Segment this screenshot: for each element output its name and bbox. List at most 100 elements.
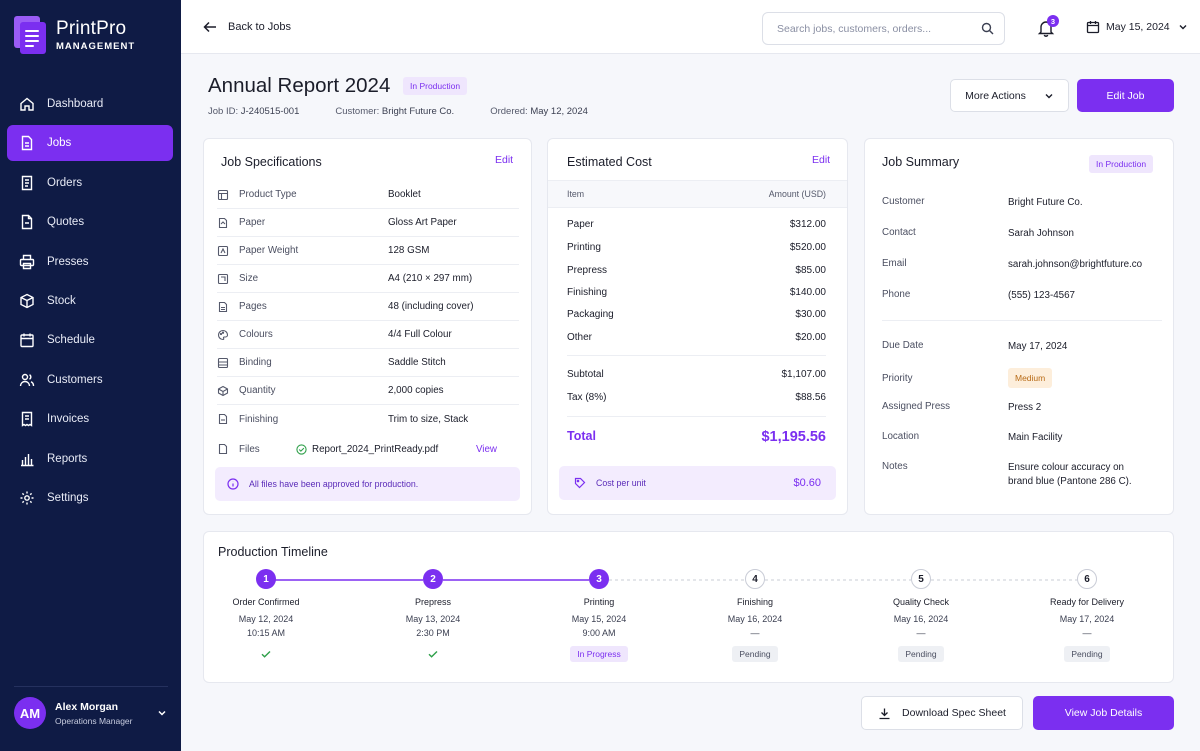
step-name: Printing [583, 597, 615, 607]
status-badge: In Production [403, 77, 468, 95]
user-role: Operations Manager [55, 715, 133, 726]
timeline-step: 3 Printing May 15, 2024 9:00 AM In Progr… [529, 569, 669, 662]
step-number: 4 [745, 569, 765, 589]
edit-cost-link[interactable]: Edit [812, 154, 831, 166]
pages-icon [218, 301, 228, 312]
sidebar-item-presses[interactable]: Presses [7, 244, 173, 280]
date-picker[interactable]: May 15, 2024 [1086, 20, 1188, 34]
more-actions-label: More Actions [965, 89, 1026, 102]
document-icon [21, 136, 33, 151]
more-actions-button[interactable]: More Actions [950, 79, 1069, 112]
printpro-logo-icon [14, 16, 46, 54]
step-number: 3 [589, 569, 609, 589]
step-date: May 15, 2024 [571, 614, 627, 624]
sidebar-item-schedule[interactable]: Schedule [7, 322, 173, 358]
summary-value: (555) 123-4567 [1008, 290, 1075, 301]
spec-value: Gloss Art Paper [388, 217, 457, 228]
finishing-icon [218, 413, 228, 425]
download-spec-sheet-button[interactable]: Download Spec Sheet [861, 696, 1023, 730]
notice-text: All files have been approved for product… [249, 479, 419, 489]
cost-amount: $85.00 [795, 265, 826, 276]
sidebar-item-stock[interactable]: Stock [7, 283, 173, 319]
sidebar-item-reports[interactable]: Reports [7, 441, 173, 477]
spec-label: Finishing [239, 413, 279, 425]
step-name: Order Confirmed [232, 597, 300, 607]
step-time: 10:15 AM [246, 628, 286, 638]
summary-value: Press 2 [1008, 402, 1042, 413]
cost-item: Other [567, 332, 593, 343]
customer-name: Bright Future Co. [381, 106, 455, 117]
job-specifications-card: Job Specifications Edit Product Type Boo… [203, 138, 532, 515]
cost-item: Finishing [567, 287, 608, 298]
sidebar-item-jobs[interactable]: Jobs [7, 125, 173, 162]
summary-value: Ensure colour accuracy on brand blue (Pa… [1008, 462, 1132, 487]
ordered-label: Ordered: [490, 106, 528, 117]
priority-badge: Medium [1008, 368, 1053, 388]
chevron-down-icon[interactable] [156, 707, 168, 719]
sidebar-item-invoices[interactable]: Invoices [7, 401, 173, 437]
edit-specs-link[interactable]: Edit [495, 154, 514, 166]
email-link[interactable]: sarah.johnson@brightfuture.co [1008, 259, 1143, 270]
step-number: 1 [256, 569, 276, 589]
sidebar-item-label: Dashboard [47, 98, 104, 110]
cost-row: Finishing $140.00 [567, 287, 826, 298]
search-icon[interactable] [981, 22, 994, 35]
back-to-jobs-link[interactable]: Back to Jobs [203, 20, 291, 34]
cost-item: Prepress [567, 265, 608, 276]
sidebar-item-dashboard[interactable]: Dashboard [7, 86, 173, 122]
step-date: May 16, 2024 [893, 614, 949, 624]
cost-amount: $140.00 [789, 287, 826, 298]
job-summary-card: Job Summary In Production Customer Bright… [864, 138, 1174, 515]
info-icon [227, 478, 239, 490]
brand-name: PrintPro [56, 17, 127, 39]
estimated-cost-card: Estimated Cost Edit Item Amount (USD) Pa… [547, 138, 848, 515]
sidebar-item-label: Customers [47, 373, 103, 386]
download-label: Download Spec Sheet [902, 707, 1006, 719]
spec-label: Paper Weight [239, 245, 299, 256]
home-icon [20, 97, 34, 111]
summary-label: Phone [882, 289, 911, 300]
sidebar-item-customers[interactable]: Customers [7, 362, 173, 398]
calendar-icon [1086, 21, 1100, 34]
paper-icon [218, 217, 228, 228]
edit-job-button[interactable]: Edit Job [1077, 79, 1174, 112]
step-time: 9:00 AM [582, 628, 616, 638]
check-icon [428, 651, 438, 658]
sidebar-item-settings[interactable]: Settings [7, 480, 173, 516]
invoice-icon [21, 411, 33, 427]
view-job-details-button[interactable]: View Job Details [1033, 696, 1174, 730]
summary-row: Notes Ensure colour accuracy on brand blu… [882, 461, 1162, 489]
user-menu[interactable]: AM Alex Morgan Operations Manager [14, 686, 168, 729]
divider [882, 320, 1162, 321]
sidebar-item-orders[interactable]: Orders [7, 165, 173, 201]
weight-icon [217, 245, 229, 256]
spec-label: Paper [239, 217, 266, 228]
sidebar-item-quotes[interactable]: Quotes [7, 204, 173, 240]
summary-label: Location [882, 431, 920, 442]
spec-value: Booklet [388, 189, 421, 200]
search-input[interactable] [777, 22, 981, 35]
notifications-button[interactable]: 3 [1037, 15, 1059, 37]
cost-row: Paper $312.00 [567, 219, 826, 230]
timeline-step: 1 Order Confirmed May 12, 2024 10:15 AM [196, 569, 336, 662]
user-name: Alex Morgan [55, 700, 119, 713]
sidebar-item-label: Quotes [47, 216, 85, 229]
timeline-title: Production Timeline [218, 545, 328, 559]
brand[interactable]: PrintPro MANAGEMENT [14, 16, 135, 54]
summary-label: Email [882, 258, 907, 269]
step-time: — [1082, 628, 1092, 638]
step-time: — [916, 628, 926, 638]
cost-per-unit: Cost per unit $0.60 [559, 466, 836, 500]
spec-value: 128 GSM [388, 245, 430, 256]
orders-icon [21, 175, 33, 190]
view-file-link[interactable]: View [475, 443, 497, 455]
tag-icon [574, 477, 586, 489]
summary-value: Bright Future Co. [1008, 197, 1083, 208]
spec-row: Colours 4/4 Full Colour [217, 321, 519, 349]
cost-item: Paper [567, 219, 594, 230]
step-time: — [750, 628, 760, 638]
summary-label: Assigned Press [882, 401, 951, 412]
tax-label: Tax (8%) [567, 392, 607, 403]
job-id: J-240515-001 [240, 106, 300, 117]
chevron-down-icon [1179, 25, 1187, 30]
